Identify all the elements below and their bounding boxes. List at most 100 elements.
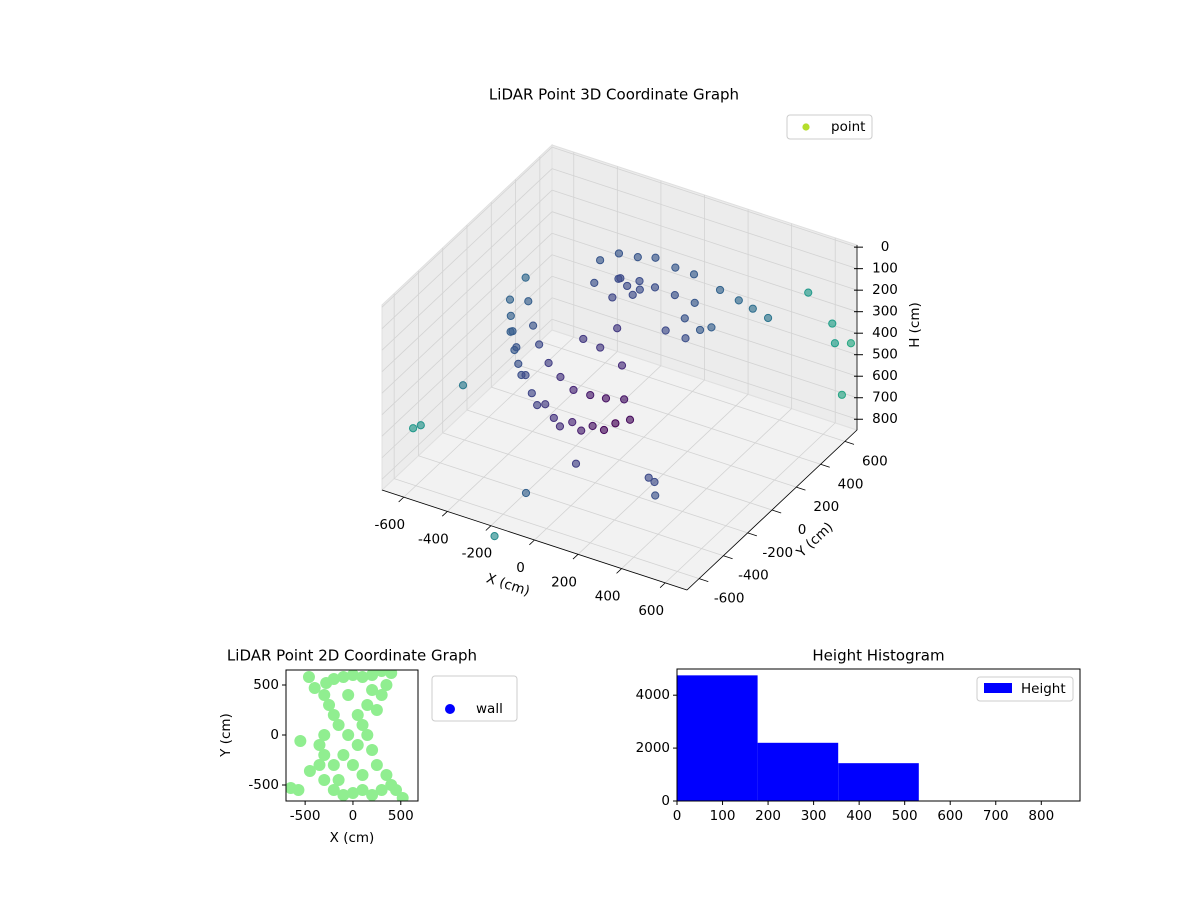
point (370, 704, 383, 716)
point (361, 699, 374, 711)
grid-line (539, 341, 845, 442)
y-tick (771, 509, 782, 514)
point (323, 699, 336, 711)
point (837, 390, 847, 399)
point (514, 359, 523, 368)
x-tick-label: -400 (418, 531, 449, 547)
point (318, 774, 331, 786)
point (346, 670, 359, 681)
point (409, 424, 418, 433)
point (351, 739, 364, 751)
point (332, 719, 345, 731)
y-tick-label: -500 (248, 777, 279, 793)
grid-line (381, 318, 553, 480)
z-axis-label: H (cm) (907, 302, 923, 348)
point (337, 671, 350, 683)
point (830, 339, 840, 348)
z-tick-label: 300 (872, 304, 898, 320)
point (521, 371, 530, 380)
point (351, 709, 364, 721)
point (623, 281, 632, 291)
grid-line (466, 409, 773, 511)
point (527, 389, 536, 398)
point (327, 673, 340, 685)
point (342, 689, 355, 701)
point (490, 532, 499, 541)
chart-title: LiDAR Point 3D Coordinate Graph (489, 86, 739, 104)
legend-label: Height (1021, 681, 1066, 697)
grid-line (381, 168, 553, 329)
point (535, 340, 544, 349)
grid-line (394, 478, 700, 579)
point (541, 400, 550, 409)
grid-line (515, 363, 821, 465)
x-tick-label: 500 (892, 808, 918, 824)
legend-label: wall (476, 701, 503, 717)
point (361, 729, 374, 741)
point (313, 739, 326, 751)
point (650, 477, 659, 487)
x-tick-label: 400 (595, 589, 621, 605)
legend-box (431, 675, 518, 722)
point (625, 415, 635, 424)
chart-title: Height Histogram (812, 647, 944, 665)
point (318, 689, 331, 701)
x-tick-label: -200 (462, 546, 493, 562)
grid-line (381, 254, 553, 416)
point (458, 381, 468, 390)
y-tick-label: 600 (862, 453, 888, 469)
point (375, 784, 388, 796)
point (596, 343, 605, 352)
x-tick (572, 553, 579, 560)
point (571, 459, 581, 468)
bar (838, 763, 919, 801)
point (390, 784, 402, 796)
point (635, 276, 644, 286)
z-tick-label: 500 (872, 347, 898, 363)
point (529, 321, 538, 330)
point (327, 709, 340, 721)
y-tick-label: 4000 (636, 687, 670, 703)
grid-line (381, 189, 553, 351)
x-tick-label: 0 (673, 808, 682, 824)
point (614, 249, 624, 258)
point (366, 670, 379, 681)
x-tick (529, 539, 535, 546)
point (356, 671, 369, 683)
point (577, 426, 586, 435)
y-tick-label: 2000 (636, 740, 670, 756)
point (506, 311, 515, 320)
z-tick-label: 700 (872, 390, 898, 406)
point (356, 719, 369, 731)
point (302, 671, 315, 683)
x-tick-label: 600 (937, 808, 963, 824)
grid-line (381, 232, 553, 394)
y-axis-label: Y (cm) (218, 713, 234, 758)
point (620, 395, 629, 404)
point (651, 253, 660, 262)
y-tick-label: 200 (813, 499, 839, 515)
point (533, 400, 542, 410)
x-tick-label: -500 (290, 808, 321, 824)
point (342, 729, 355, 741)
point (734, 296, 743, 305)
point (416, 421, 425, 430)
point (303, 765, 316, 777)
point (680, 314, 689, 323)
y-tick (699, 578, 709, 582)
grid-line (442, 432, 748, 534)
x-tick-label: 200 (755, 808, 781, 824)
bar (757, 742, 839, 801)
point (590, 278, 599, 287)
z-tick-label: 0 (881, 239, 890, 255)
point (521, 488, 531, 498)
point (651, 491, 660, 500)
point (366, 684, 379, 696)
point (370, 759, 383, 771)
point (611, 419, 620, 428)
y-tick (844, 441, 855, 445)
y-tick-label: 500 (253, 677, 279, 693)
point (695, 325, 705, 335)
chart-title: LiDAR Point 2D Coordinate Graph (227, 647, 477, 665)
point (366, 789, 379, 801)
